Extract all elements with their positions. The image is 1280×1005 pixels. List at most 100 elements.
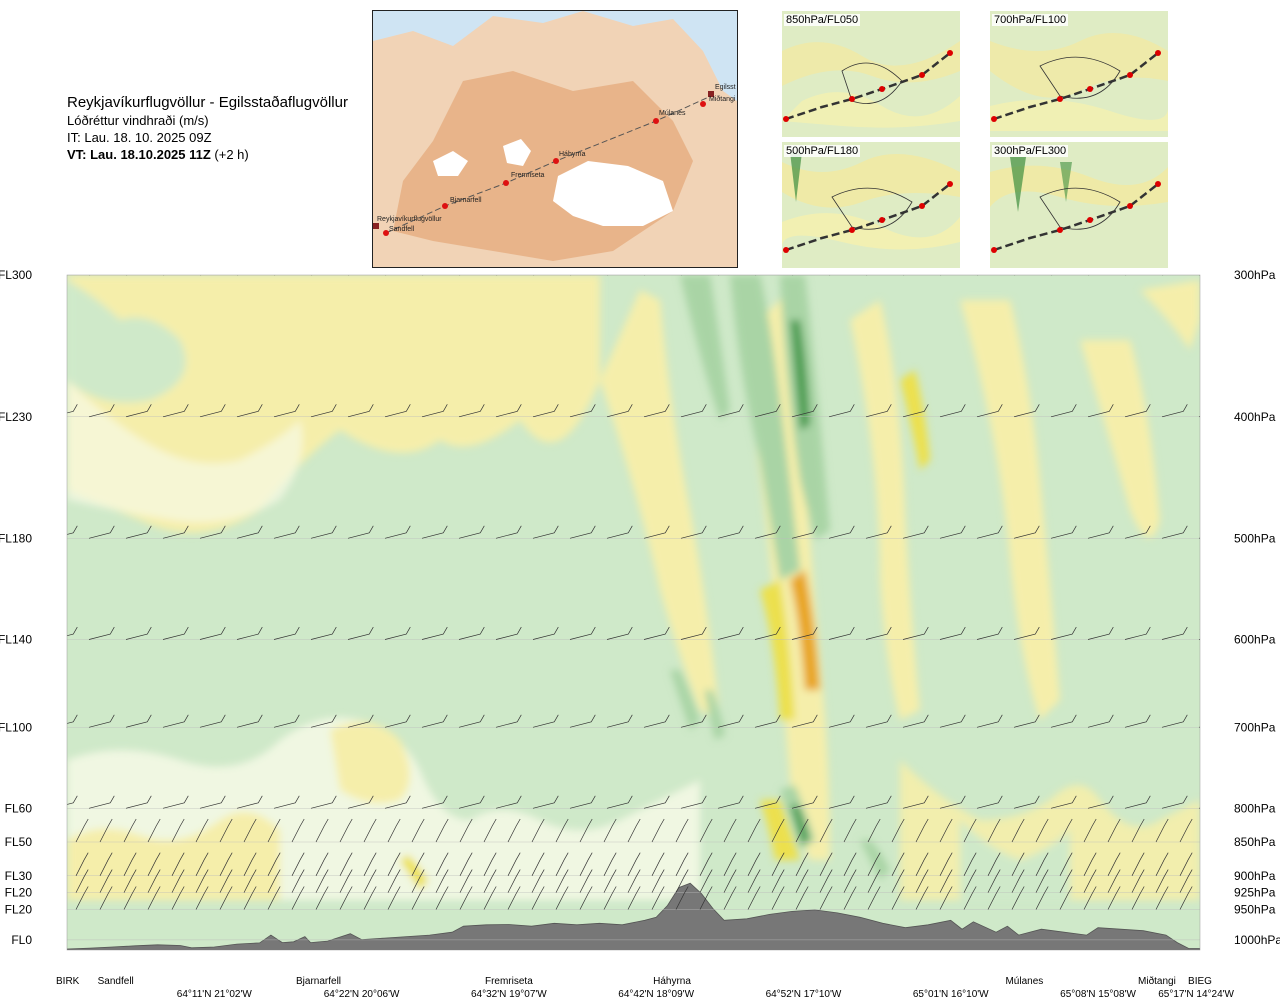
wind-barb <box>243 852 257 876</box>
wind-barb <box>1124 404 1151 418</box>
wind-barb <box>681 275 683 276</box>
flight-level-label: FL0 <box>11 933 32 947</box>
station-dot <box>383 230 389 236</box>
wind-barb <box>795 852 809 876</box>
wind-barb <box>67 795 78 805</box>
map-label: Háhyrna <box>559 151 586 158</box>
wind-barb <box>987 818 1001 843</box>
wind-barb <box>67 404 78 414</box>
wind-barb <box>347 404 374 418</box>
wind-barb <box>891 852 905 876</box>
station-dot <box>503 180 509 186</box>
wind-barb <box>384 795 411 809</box>
wind-barb <box>867 869 881 893</box>
wind-barb <box>1179 886 1193 910</box>
wind-barb <box>939 869 953 893</box>
wind-barb <box>1131 852 1145 876</box>
wind-barb <box>236 795 263 809</box>
wind-barb <box>939 626 966 640</box>
thumbnail-300hpa[interactable]: 300hPa/FL300 <box>990 142 1168 268</box>
wind-barb <box>219 818 233 843</box>
wind-barb <box>1059 886 1073 910</box>
wind-barb <box>754 404 781 418</box>
wind-barb <box>644 275 646 276</box>
wind-barb <box>495 795 522 809</box>
wind-barb <box>384 714 411 728</box>
thumbnail-map <box>782 11 960 137</box>
wind-barb <box>791 795 818 809</box>
wind-barb <box>651 852 665 876</box>
wind-barb <box>754 626 781 640</box>
pressure-level-label: 600hPa <box>1234 633 1276 647</box>
wind-barb <box>236 626 263 640</box>
wind-barb <box>555 869 569 893</box>
thumbnail-700hpa[interactable]: 700hPa/FL100 <box>990 11 1168 137</box>
wind-barb <box>1107 886 1121 910</box>
wind-barb <box>987 869 1001 893</box>
wind-barb <box>606 525 633 539</box>
wind-barb <box>1124 795 1151 809</box>
wind-barb <box>1107 818 1121 843</box>
wind-barb <box>532 795 559 809</box>
station-label: Múlanes <box>1005 976 1043 987</box>
wind-barb <box>1155 869 1169 893</box>
wind-barb <box>387 818 401 843</box>
wind-barb <box>236 525 263 539</box>
wind-barb <box>411 886 425 910</box>
wind-barb <box>531 818 545 843</box>
wind-barb <box>199 626 226 640</box>
wind-barb <box>1155 852 1169 876</box>
wind-barb <box>606 795 633 809</box>
wind-barb <box>495 404 522 418</box>
flight-level-label: FL140 <box>0 633 32 647</box>
map-label: Miðtangi <box>709 95 736 103</box>
wind-barb <box>699 869 713 893</box>
wind-barb <box>606 404 633 418</box>
wind-barb <box>347 795 374 809</box>
thumbnail-850hpa[interactable]: 850hPa/FL050 <box>782 11 960 137</box>
wind-barb <box>1199 275 1200 276</box>
wind-barb <box>1161 525 1188 539</box>
wind-barb <box>1035 886 1049 910</box>
wind-barb <box>195 886 209 910</box>
wind-barb <box>1198 807 1200 809</box>
wind-barb <box>99 886 113 910</box>
route-title: Reykjavíkurflugvöllur - Egilsstaðaflugvö… <box>67 94 348 111</box>
flight-level-label: FL20 <box>5 886 33 900</box>
wind-barb <box>1131 818 1145 843</box>
wind-barb <box>843 886 857 910</box>
wind-barb <box>1014 275 1016 276</box>
wind-barb <box>902 404 929 418</box>
coordinate-label: 65°08'N 15°08'W <box>1060 989 1136 1000</box>
wind-barb <box>52 819 64 842</box>
wind-barb <box>171 818 185 843</box>
wind-barb <box>311 275 313 276</box>
wind-barb <box>496 275 498 276</box>
wind-barb <box>627 869 641 893</box>
wind-barb <box>627 818 641 843</box>
wind-barb <box>243 886 257 910</box>
wind-barb <box>1013 525 1040 539</box>
wind-barb <box>385 275 387 276</box>
wind-barb <box>1179 818 1193 843</box>
wind-barb <box>89 275 91 276</box>
wind-barb <box>422 275 424 276</box>
wind-barb <box>867 852 881 876</box>
wind-barb <box>171 869 185 893</box>
wind-barb <box>384 525 411 539</box>
thumbnail-500hpa[interactable]: 500hPa/FL180 <box>782 142 960 268</box>
wind-barb <box>88 525 115 539</box>
pressure-level-label: 300hPa <box>1234 268 1276 282</box>
wind-barb <box>1087 525 1114 539</box>
wind-barb <box>643 404 670 418</box>
wind-barb <box>458 626 485 640</box>
wind-barb <box>1083 818 1097 843</box>
wind-barb <box>1087 714 1114 728</box>
wind-barb <box>1050 404 1077 418</box>
wind-barb <box>902 525 929 539</box>
wind-barb <box>459 852 473 876</box>
wind-barb <box>603 869 617 893</box>
wind-barb <box>940 275 942 276</box>
wind-barb <box>795 818 809 843</box>
wind-barb <box>533 275 535 276</box>
